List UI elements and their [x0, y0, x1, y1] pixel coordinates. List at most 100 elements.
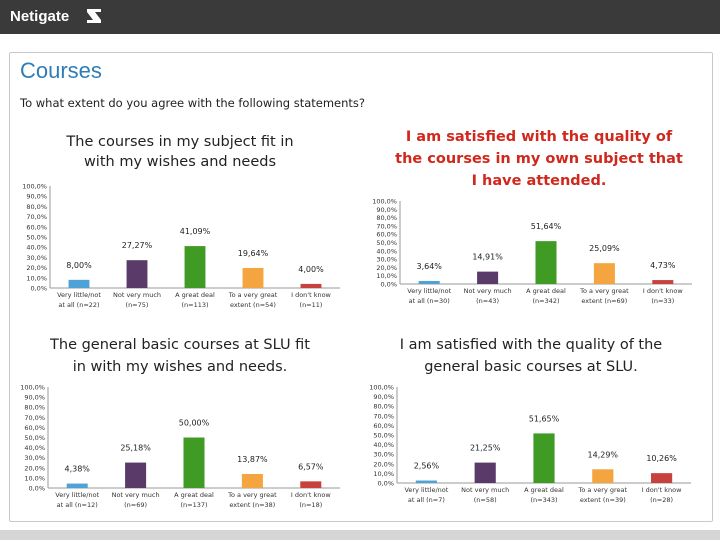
y-tick-label: 90,0% — [24, 394, 45, 402]
y-tick-label: 80,0% — [26, 203, 47, 211]
x-tick-label-line: A great deal — [174, 491, 214, 499]
chart-title-line: general basic courses at SLU. — [424, 359, 638, 375]
x-tick-label: Not very much (n=69) — [112, 491, 160, 509]
bar — [415, 480, 437, 483]
x-tick-label: To a very great extent (n=39) — [578, 486, 628, 504]
y-tick-label: 70,0% — [24, 414, 45, 422]
x-tick-label-line: I don't know — [291, 491, 331, 499]
x-tick-label: I don't know (n=18) — [291, 491, 331, 509]
y-tick-label: 30,0% — [376, 256, 397, 264]
bar — [474, 462, 496, 483]
data-label: 2,56% — [414, 462, 440, 471]
x-tick-label: Not very much (n=75) — [113, 291, 161, 309]
bar — [418, 280, 440, 284]
bar — [592, 469, 614, 483]
bar — [242, 267, 264, 288]
y-tick-label: 30,0% — [24, 454, 45, 462]
y-tick-label: 0,0% — [30, 285, 47, 293]
data-label: 25,09% — [589, 244, 620, 253]
bar — [300, 283, 322, 288]
chart-title-line: the courses in my own subject that — [395, 151, 683, 167]
x-tick-label-line: Not very much — [112, 491, 160, 499]
x-tick-label-line: (n=33) — [651, 297, 674, 305]
brand-name: Netigate — [10, 8, 70, 25]
y-tick-label: 0,0% — [28, 485, 45, 493]
data-label: 51,64% — [531, 222, 562, 231]
y-tick-label: 30,0% — [373, 451, 394, 459]
x-tick-label-line: Very little/not — [55, 491, 99, 499]
page-subtitle: To what extent do you agree with the fol… — [20, 96, 366, 110]
x-tick-label-line: A great deal — [526, 287, 566, 295]
x-tick-label: To a very great extent (n=69) — [579, 287, 629, 305]
y-tick-label: 40,0% — [24, 444, 45, 452]
x-tick-label-line: A great deal — [524, 486, 564, 494]
x-tick-label-line: Very little/not — [404, 486, 448, 494]
bar — [241, 473, 263, 488]
x-tick-label-line: at all (n=30) — [409, 297, 450, 305]
x-tick-label-line: at all (n=7) — [408, 496, 445, 504]
y-tick-label: 70,0% — [376, 222, 397, 230]
x-tick-label-line: (n=43) — [476, 297, 499, 305]
bottom-bar — [0, 530, 720, 540]
data-label: 27,27% — [122, 241, 153, 250]
chart-title-line: I am satisfied with the quality of the — [400, 337, 663, 353]
chart-3: The general basic courses at SLU fit in w… — [20, 337, 340, 509]
x-tick-label-line: Not very much — [464, 287, 512, 295]
data-label: 13,87% — [237, 455, 268, 464]
data-label: 3,64% — [416, 262, 442, 271]
x-tick-label: A great deal (n=343) — [524, 486, 564, 504]
chart-title-line: with my wishes and needs — [84, 154, 276, 170]
y-tick-label: 80,0% — [373, 403, 394, 411]
y-tick-label: 50,0% — [376, 239, 397, 247]
x-tick-label-line: (n=75) — [126, 301, 149, 309]
chart-title-line: I am satisfied with the quality of — [406, 129, 673, 145]
data-label: 21,25% — [470, 444, 501, 453]
y-tick-label: 90,0% — [26, 193, 47, 201]
y-tick-label: 10,0% — [24, 474, 45, 482]
x-tick-label-line: (n=137) — [180, 501, 207, 509]
y-tick-label: 60,0% — [376, 231, 397, 239]
y-tick-label: 10,0% — [26, 274, 47, 282]
x-tick-label: Very little/not at all (n=30) — [407, 287, 451, 305]
y-tick-label: 100,0% — [20, 384, 45, 392]
bar — [533, 433, 555, 483]
data-label: 6,57% — [298, 462, 324, 471]
bar — [125, 462, 147, 488]
y-tick-label: 20,0% — [376, 264, 397, 272]
y-tick-label: 40,0% — [26, 244, 47, 252]
y-tick-label: 90,0% — [373, 393, 394, 401]
bar — [652, 280, 674, 284]
x-tick-label: Not very much (n=43) — [464, 287, 512, 305]
x-tick-label-line: (n=342) — [532, 297, 559, 305]
y-tick-label: 20,0% — [373, 460, 394, 468]
data-label: 4,73% — [650, 261, 676, 270]
x-tick-label: A great deal (n=137) — [174, 491, 214, 509]
y-tick-label: 100,0% — [22, 183, 47, 191]
x-tick-label: I don't know (n=11) — [291, 291, 331, 309]
y-tick-label: 100,0% — [369, 384, 394, 392]
x-tick-label-line: (n=343) — [530, 496, 557, 504]
x-tick-label-line: To a very great — [578, 486, 628, 494]
x-tick-label-line: (n=18) — [299, 501, 322, 509]
x-tick-label-line: I don't know — [642, 486, 682, 494]
chart-title: The courses in my subject fit in with my … — [65, 134, 293, 170]
content-panel — [9, 52, 713, 522]
x-tick-label: A great deal (n=113) — [175, 291, 215, 309]
chart-title-line: in with my wishes and needs. — [73, 359, 288, 375]
y-tick-label: 0,0% — [380, 281, 397, 289]
chart-1: The courses in my subject fit in with my … — [22, 134, 340, 309]
data-label: 25,18% — [120, 444, 151, 453]
y-tick-label: 60,0% — [24, 424, 45, 432]
y-tick-label: 60,0% — [373, 422, 394, 430]
x-tick-label-line: A great deal — [175, 291, 215, 299]
x-tick-label-line: I don't know — [643, 287, 683, 295]
chart-title: The general basic courses at SLU fit in w… — [49, 337, 310, 375]
data-label: 14,91% — [472, 253, 503, 262]
y-tick-label: 80,0% — [376, 214, 397, 222]
x-tick-label-line: To a very great — [579, 287, 629, 295]
chart-title: I am satisfied with the quality of the co… — [395, 129, 683, 189]
x-tick-label: Not very much (n=58) — [461, 486, 509, 504]
x-tick-label-line: (n=69) — [124, 501, 147, 509]
x-tick-label-line: (n=28) — [650, 496, 673, 504]
